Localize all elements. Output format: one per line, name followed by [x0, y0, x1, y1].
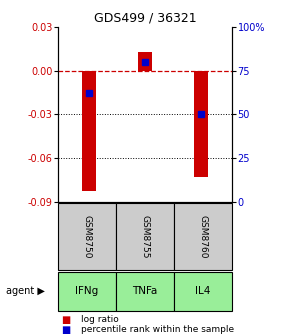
Bar — [58, 203, 116, 270]
Text: ■: ■ — [61, 325, 70, 335]
Text: GDS499 / 36321: GDS499 / 36321 — [94, 12, 196, 25]
Bar — [58, 272, 116, 311]
Text: ■: ■ — [61, 315, 70, 325]
Bar — [138, 52, 152, 71]
Text: agent ▶: agent ▶ — [6, 287, 45, 296]
Text: IL4: IL4 — [195, 287, 211, 296]
Bar — [116, 203, 174, 270]
Text: percentile rank within the sample: percentile rank within the sample — [81, 326, 234, 334]
Text: TNFa: TNFa — [132, 287, 158, 296]
Text: GSM8760: GSM8760 — [198, 215, 208, 259]
Text: log ratio: log ratio — [81, 316, 119, 324]
Bar — [174, 203, 232, 270]
Bar — [116, 272, 174, 311]
Text: IFNg: IFNg — [75, 287, 99, 296]
Text: GSM8750: GSM8750 — [82, 215, 92, 259]
Bar — [82, 71, 96, 192]
Text: GSM8755: GSM8755 — [140, 215, 150, 259]
Bar — [174, 272, 232, 311]
Bar — [194, 71, 208, 177]
